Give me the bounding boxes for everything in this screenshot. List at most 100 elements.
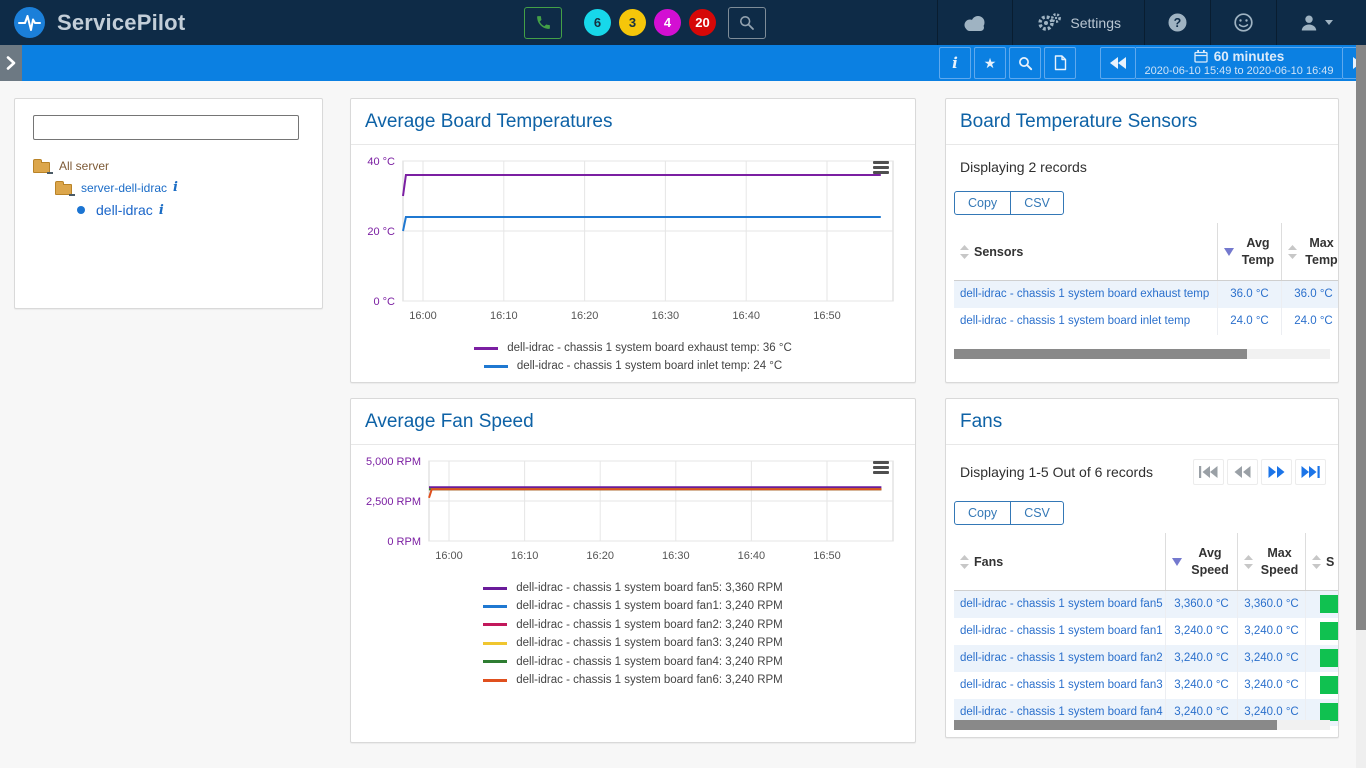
copy-button[interactable]: Copy: [954, 501, 1012, 525]
table-row: dell-idrac - chassis 1 system board fan2…: [954, 645, 1338, 672]
fan-link[interactable]: dell-idrac - chassis 1 system board fan4: [954, 699, 1166, 726]
max-speed-value: 3,360.0 °C: [1238, 591, 1306, 618]
fan-link[interactable]: dell-idrac - chassis 1 system board fan2: [954, 645, 1166, 672]
max-speed-value: 3,240.0 °C: [1238, 699, 1306, 726]
column-header-sensors[interactable]: Sensors: [954, 223, 1218, 280]
phone-button[interactable]: [524, 6, 562, 39]
column-header-avg-speed[interactable]: Avg Speed: [1166, 533, 1238, 590]
last-page-button[interactable]: [1295, 459, 1326, 485]
scrollbar-thumb[interactable]: [954, 720, 1278, 730]
legend-item: dell-idrac - chassis 1 system board fan2…: [483, 616, 783, 634]
time-range-bar: 60 minutes 2020-06-10 15:49 to 2020-06-1…: [1100, 47, 1366, 79]
svg-text:16:30: 16:30: [662, 550, 690, 562]
tree-item-all-server[interactable]: All server: [33, 158, 322, 174]
svg-text:16:30: 16:30: [652, 310, 680, 322]
sensor-link[interactable]: dell-idrac - chassis 1 system board inle…: [954, 308, 1218, 335]
double-chevron-right-icon: [1268, 466, 1285, 478]
sensor-link[interactable]: dell-idrac - chassis 1 system board exha…: [954, 281, 1218, 308]
legend-label: dell-idrac - chassis 1 system board exha…: [507, 342, 792, 354]
status-cell: [1306, 618, 1338, 645]
legend-item: dell-idrac - chassis 1 system board fan4…: [483, 653, 783, 671]
fan-link[interactable]: dell-idrac - chassis 1 system board fan1: [954, 618, 1166, 645]
scrollbar-thumb[interactable]: [954, 349, 1248, 359]
server-tree-panel: All server server-dell-idrac i dell-idra…: [14, 98, 323, 309]
navbar-alerts: 6 3 4 20: [524, 0, 766, 45]
favorite-button[interactable]: ★: [974, 47, 1006, 79]
csv-button[interactable]: CSV: [1010, 191, 1064, 215]
info-icon[interactable]: i: [173, 180, 178, 195]
svg-text:16:40: 16:40: [738, 550, 766, 562]
alert-badge-red[interactable]: 20: [689, 9, 716, 36]
sort-both-icon: [960, 554, 969, 569]
tree-item-label: All server: [59, 158, 110, 173]
fan-link[interactable]: dell-idrac - chassis 1 system board fan5: [954, 591, 1166, 618]
status-ok-indicator: [1320, 649, 1338, 667]
sort-desc-icon: [1172, 557, 1182, 566]
settings-label: Settings: [1070, 14, 1121, 31]
time-range-back-button[interactable]: [1100, 47, 1136, 79]
avg-temp-value: 24.0 °C: [1218, 308, 1282, 335]
question-icon: ?: [1168, 13, 1187, 32]
column-header-status[interactable]: S: [1306, 533, 1338, 590]
server-tree: All server server-dell-idrac i dell-idra…: [15, 158, 322, 218]
tree-search-input[interactable]: [33, 115, 299, 140]
time-range-selector[interactable]: 60 minutes 2020-06-10 15:49 to 2020-06-1…: [1136, 47, 1342, 79]
brand-title: ServicePilot: [57, 9, 186, 35]
next-page-button[interactable]: [1261, 459, 1292, 485]
brand[interactable]: ServicePilot: [14, 7, 185, 38]
svg-text:16:40: 16:40: [732, 310, 760, 322]
alert-badge-yellow[interactable]: 3: [619, 9, 646, 36]
fan-link[interactable]: dell-idrac - chassis 1 system board fan3: [954, 672, 1166, 699]
previous-page-button[interactable]: [1227, 459, 1258, 485]
legend-swatch: [483, 623, 508, 627]
column-header-max-speed[interactable]: Max Speed: [1238, 533, 1306, 590]
csv-button[interactable]: CSV: [1010, 501, 1064, 525]
records-count-text: Displaying 2 records: [960, 159, 1087, 175]
first-page-button[interactable]: [1193, 459, 1224, 485]
status-cell: [1306, 645, 1338, 672]
folder-icon: [33, 159, 53, 174]
board-temperatures-panel: Average Board Temperatures 40 °C 20 °C 0 °…: [350, 98, 916, 383]
legend-label: dell-idrac - chassis 1 system board fan3…: [516, 637, 783, 650]
feedback-button[interactable]: [1210, 0, 1276, 45]
navbar-search-button[interactable]: [728, 6, 766, 39]
avg-speed-value: 3,240.0 °C: [1166, 645, 1238, 672]
tree-item-dell-idrac[interactable]: dell-idrac i: [77, 202, 322, 218]
svg-text:?: ?: [1174, 16, 1182, 30]
info-icon[interactable]: i: [158, 202, 164, 218]
time-range-dates: 2020-06-10 15:49 to 2020-06-10 16:49: [1144, 65, 1334, 77]
zoom-search-button[interactable]: [1009, 47, 1041, 79]
copy-button[interactable]: Copy: [954, 191, 1012, 215]
chart-menu-icon[interactable]: [873, 459, 889, 476]
legend-label: dell-idrac - chassis 1 system board fan2…: [516, 618, 783, 631]
svg-text:16:10: 16:10: [511, 550, 539, 562]
report-button[interactable]: [1044, 47, 1076, 79]
avg-speed-value: 3,240.0 °C: [1166, 672, 1238, 699]
panel-title: Average Fan Speed: [351, 399, 915, 445]
cloud-button[interactable]: [937, 0, 1012, 45]
sort-both-icon: [1288, 244, 1297, 259]
chart-menu-icon[interactable]: [873, 159, 889, 176]
tree-item-server-dell-idrac[interactable]: server-dell-idrac i: [55, 180, 322, 196]
export-buttons: Copy CSV: [946, 485, 1338, 525]
star-icon: ★: [983, 54, 997, 71]
sort-both-icon: [1244, 554, 1253, 569]
calendar-icon: [1194, 50, 1208, 63]
column-header-avg-temp[interactable]: Avg Temp: [1218, 223, 1282, 280]
table-header: Sensors Avg Temp Max Temp: [954, 223, 1338, 281]
sidebar-expander-button[interactable]: [0, 45, 22, 81]
help-button[interactable]: ?: [1144, 0, 1210, 45]
settings-button[interactable]: Settings: [1012, 0, 1144, 45]
info-button[interactable]: i: [939, 47, 971, 79]
svg-text:16:20: 16:20: [571, 310, 599, 322]
page-scrollbar-thumb[interactable]: [1356, 45, 1366, 630]
smiley-icon: [1234, 13, 1253, 32]
user-menu-button[interactable]: [1276, 0, 1356, 45]
last-page-icon: [1301, 466, 1320, 478]
column-header-max-temp[interactable]: Max Temp: [1282, 223, 1338, 280]
alert-badge-magenta[interactable]: 4: [654, 9, 681, 36]
column-header-fans[interactable]: Fans: [954, 533, 1166, 590]
alert-badge-cyan[interactable]: 6: [584, 9, 611, 36]
chevron-down-icon: [1325, 20, 1333, 25]
